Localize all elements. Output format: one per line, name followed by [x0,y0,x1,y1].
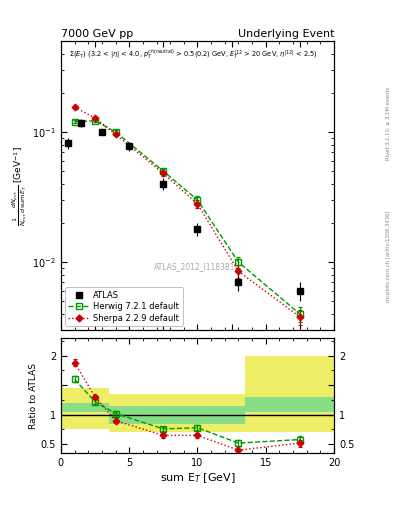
Y-axis label: $\frac{1}{N_{evt}}\frac{dN_{evt}}{d\,\mathrm{sum}\,E_T}$ [GeV$^{-1}$]: $\frac{1}{N_{evt}}\frac{dN_{evt}}{d\,\ma… [11,145,29,226]
X-axis label: sum E$_T$ [GeV]: sum E$_T$ [GeV] [160,471,235,484]
Text: 7000 GeV pp: 7000 GeV pp [61,29,133,39]
Text: ATLAS_2012_I1183818: ATLAS_2012_I1183818 [154,262,241,271]
Text: mcplots.cern.ch [arXiv:1306.3436]: mcplots.cern.ch [arXiv:1306.3436] [386,210,391,302]
Y-axis label: Ratio to ATLAS: Ratio to ATLAS [29,362,38,429]
Legend: ATLAS, Herwig 7.2.1 default, Sherpa 2.2.9 default: ATLAS, Herwig 7.2.1 default, Sherpa 2.2.… [65,287,183,326]
Text: $\Sigma(E_T)$ (3.2 < |$\eta$| < 4.0, $p_T^{ch(neutral)}$ > 0.5(0.2) GeV, $E_T^{l: $\Sigma(E_T)$ (3.2 < |$\eta$| < 4.0, $p_… [69,47,318,61]
Text: Rivet 3.1.10, ≥ 3.1M events: Rivet 3.1.10, ≥ 3.1M events [386,86,391,160]
Text: Underlying Event: Underlying Event [237,29,334,39]
